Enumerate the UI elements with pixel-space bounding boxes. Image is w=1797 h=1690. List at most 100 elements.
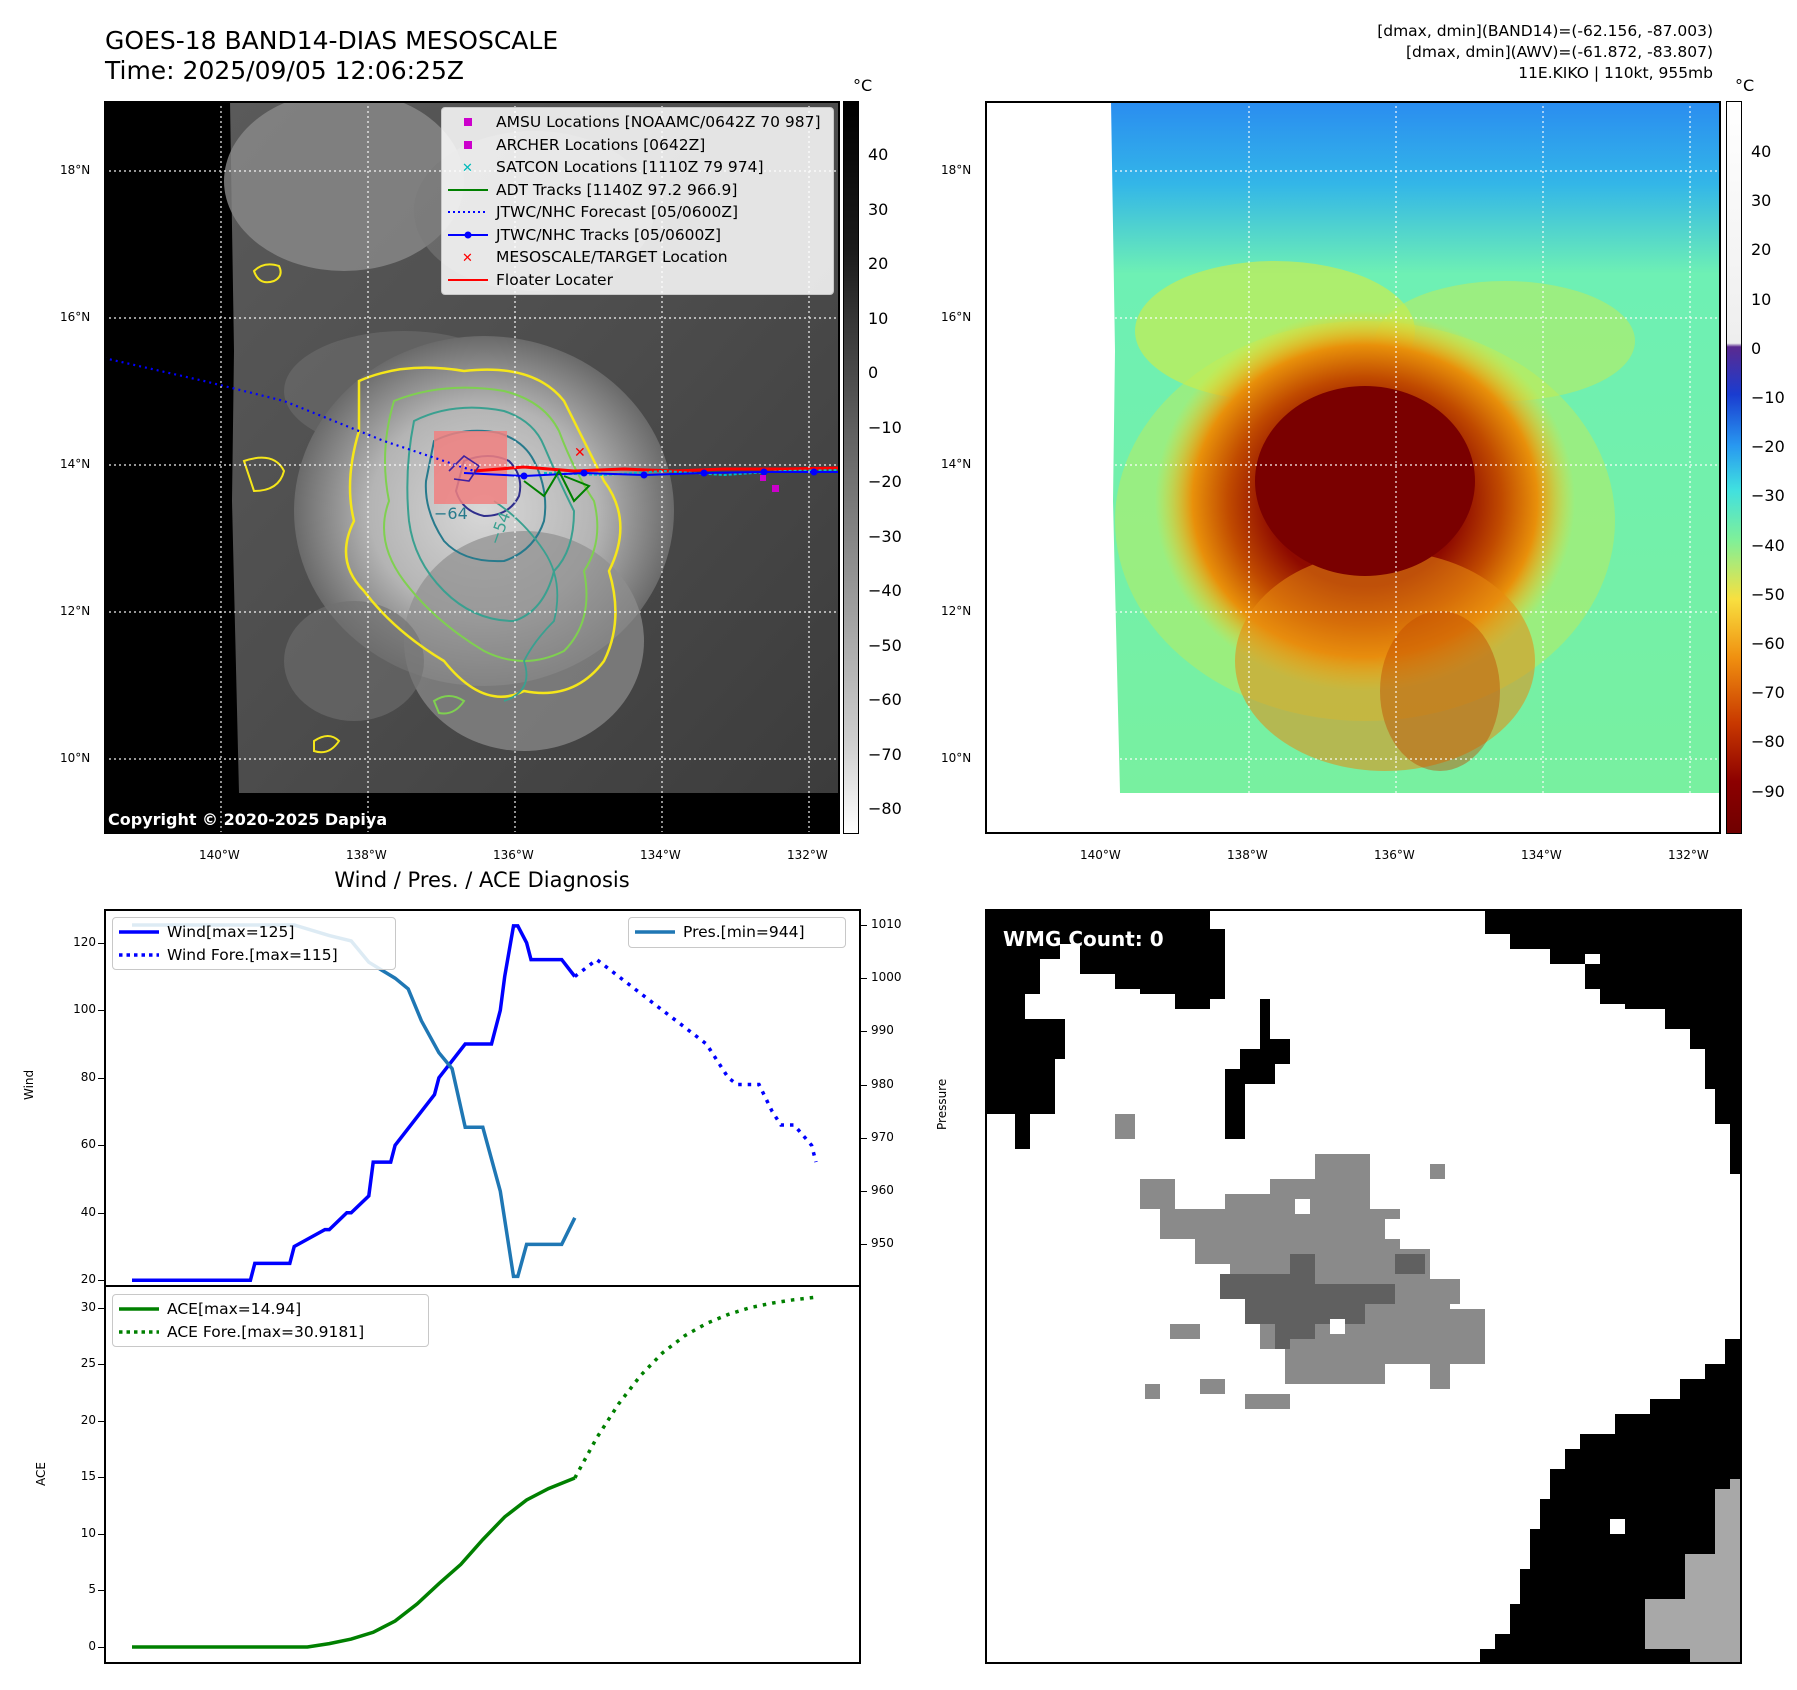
series-line <box>132 1476 576 1649</box>
ace-tick-label: 5 <box>88 1582 96 1597</box>
wind-tick-label: 40 <box>80 1204 96 1219</box>
lon-tick-label: 138°W <box>346 848 387 862</box>
lat-tick-label: 12°N <box>941 604 972 618</box>
wind-legend-line <box>119 922 159 942</box>
ace-tick-mark <box>98 1647 104 1649</box>
wind-fore-legend-line <box>119 945 159 965</box>
ace-svg <box>132 1295 817 1649</box>
colorbar-left-tick: −80 <box>868 799 902 818</box>
colorbar-left-tick: −10 <box>868 417 902 437</box>
colorbar-right-tick: −80 <box>1751 732 1785 752</box>
lat-tick-label: 16°N <box>941 310 972 324</box>
map-legend-item: ✕ SATCON Locations [1110Z 79 974] <box>448 156 827 179</box>
lat-tick-label: 14°N <box>60 457 91 471</box>
lat-tick-label: 16°N <box>60 310 91 324</box>
ace-fore-legend-line <box>119 1322 159 1342</box>
legend-symbol <box>448 270 488 290</box>
lat-tick-label: 10°N <box>941 751 972 765</box>
ace-tick-label: 30 <box>80 1299 96 1314</box>
copyright-label: Copyright © 2020-2025 Dapiya <box>108 810 388 829</box>
map-legend-label: JTWC/NHC Tracks [05/0600Z] <box>496 225 722 244</box>
lon-tick-label: 136°W <box>1374 848 1415 862</box>
colorbar-right-tick: −90 <box>1751 781 1785 801</box>
colorbar-right-unit: °C <box>1735 76 1755 95</box>
colorbar-right-tick: 20 <box>1751 240 1772 260</box>
map-legend-item: JTWC/NHC Forecast [05/0600Z] <box>448 201 827 224</box>
pressure-ylabel: Pressure <box>935 1078 949 1130</box>
colorbar-right-tick: 0 <box>1751 338 1762 358</box>
svg-text:✕: ✕ <box>462 251 473 266</box>
wind-tick-mark <box>98 1280 104 1282</box>
pressure-tick-mark <box>861 924 867 926</box>
pressure-tick-mark <box>861 1137 867 1139</box>
wind-tick-label: 20 <box>80 1272 96 1287</box>
chart-time: Time: 2025/09/05 12:06:25Z <box>105 56 464 85</box>
colorbar-left-tick: −30 <box>868 526 902 546</box>
meta-storm-info: 11E.KIKO | 110kt, 955mb <box>1518 64 1713 82</box>
ace-tick-label: 15 <box>80 1469 96 1484</box>
pressure-tick-label: 1010 <box>871 916 902 931</box>
pressure-tick-label: 980 <box>871 1076 894 1091</box>
colorbar-right-tick: −70 <box>1751 683 1785 703</box>
colorbar-left-tick: 30 <box>868 199 889 219</box>
ace-tick-label: 20 <box>80 1412 96 1427</box>
map-legend-label: ARCHER Locations [0642Z] <box>496 135 706 154</box>
dias-map <box>985 101 1721 834</box>
map-legend-item: ARCHER Locations [0642Z] <box>448 134 827 157</box>
dias-imagery <box>985 101 1721 834</box>
pressure-legend-line <box>635 922 675 942</box>
lon-tick-label: 132°W <box>1668 848 1709 862</box>
wind-ylabel: Wind <box>22 1069 36 1100</box>
map-legend-label: Floater Locater <box>496 270 613 289</box>
colorbar-left-tick: 10 <box>868 308 889 328</box>
ace-legend-line <box>119 1299 159 1319</box>
pressure-tick-label: 970 <box>871 1129 894 1144</box>
svg-text:✕: ✕ <box>574 445 586 461</box>
map-legend-item: JTWC/NHC Tracks [05/0600Z] <box>448 224 827 247</box>
colorbar-left <box>843 101 859 834</box>
colorbar-right <box>1726 101 1742 834</box>
lon-tick-label: 136°W <box>493 848 534 862</box>
lon-tick-label: 134°W <box>1521 848 1562 862</box>
legend-symbol <box>448 225 488 245</box>
colorbar-right-tick: 40 <box>1751 142 1772 161</box>
lat-tick-label: 18°N <box>60 163 91 177</box>
wind-tick-mark <box>98 1212 104 1214</box>
lat-tick-label: 12°N <box>60 604 91 618</box>
ace-legend: ACE[max=14.94] ACE Fore.[max=30.9181] <box>112 1294 429 1347</box>
colorbar-right-tick: −30 <box>1751 486 1785 506</box>
pressure-tick-mark <box>861 1084 867 1086</box>
lat-tick-label: 10°N <box>60 751 91 765</box>
pressure-legend: Pres.[min=944] <box>628 917 846 948</box>
wind-tick-label: 120 <box>73 934 96 949</box>
colorbar-right-tick: 30 <box>1751 191 1772 211</box>
wind-tick-label: 60 <box>80 1137 96 1152</box>
ace-tick-label: 10 <box>80 1525 96 1540</box>
ace-tick-mark <box>98 1420 104 1422</box>
map-legend-label: SATCON Locations [1110Z 79 974] <box>496 158 764 176</box>
wind-legend-label: Wind[max=125] <box>167 923 295 941</box>
map-legend-label: ADT Tracks [1140Z 97.2 966.9] <box>496 180 738 199</box>
map-legend-item: AMSU Locations [NOAAMC/0642Z 70 987] <box>448 111 827 134</box>
pressure-tick-label: 1000 <box>871 970 902 985</box>
colorbar-right-tick: 10 <box>1751 289 1772 309</box>
wmg-grid <box>985 909 1742 1664</box>
wmg-frame <box>985 909 1742 1664</box>
ace-tick-mark <box>98 1533 104 1535</box>
colorbar-left-tick: −40 <box>868 581 902 600</box>
map-legend-item: ✕ MESOSCALE/TARGET Location <box>448 246 827 269</box>
legend-symbol <box>448 112 488 132</box>
ace-ylabel: ACE <box>34 1462 48 1486</box>
wind-tick-mark <box>98 1077 104 1079</box>
diagnosis-title: Wind / Pres. / ACE Diagnosis <box>334 868 630 892</box>
ace-tick-mark <box>98 1590 104 1592</box>
legend-symbol: ✕ <box>448 247 488 267</box>
ace-frame <box>104 1285 861 1664</box>
lon-tick-label: 140°W <box>1080 848 1121 862</box>
wind-tick-label: 100 <box>73 1002 96 1017</box>
colorbar-right-tick: −40 <box>1751 535 1785 555</box>
meta-awv-range: [dmax, dmin](AWV)=(-61.872, -83.807) <box>1406 43 1713 61</box>
ace-tick-mark <box>98 1364 104 1366</box>
colorbar-left-tick: −20 <box>868 472 902 491</box>
pressure-legend-label: Pres.[min=944] <box>683 923 805 941</box>
